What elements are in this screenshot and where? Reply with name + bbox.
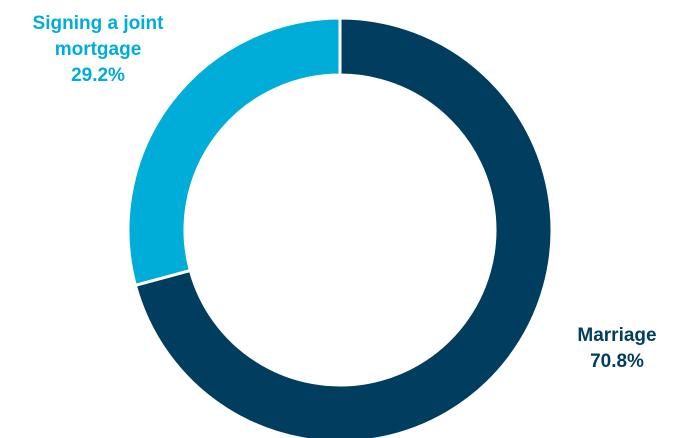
slice-name-label: Signing a joint [33,13,165,34]
donut-slice [126,16,342,287]
slice-label: Signing a joint mortgage 29.2% [33,13,165,86]
donut-slice [133,16,554,438]
donut-slices [126,16,554,438]
slice-label: Marriage 70.8% [577,325,656,372]
slice-labels: Marriage 70.8% Signing a joint mortgage 29.2… [33,13,657,372]
slice-value-label: 70.8% [590,351,644,372]
slice-value-label: 29.2% [71,65,125,86]
slice-name-label: mortgage [55,39,142,60]
slice-name-label: Marriage [577,325,656,346]
